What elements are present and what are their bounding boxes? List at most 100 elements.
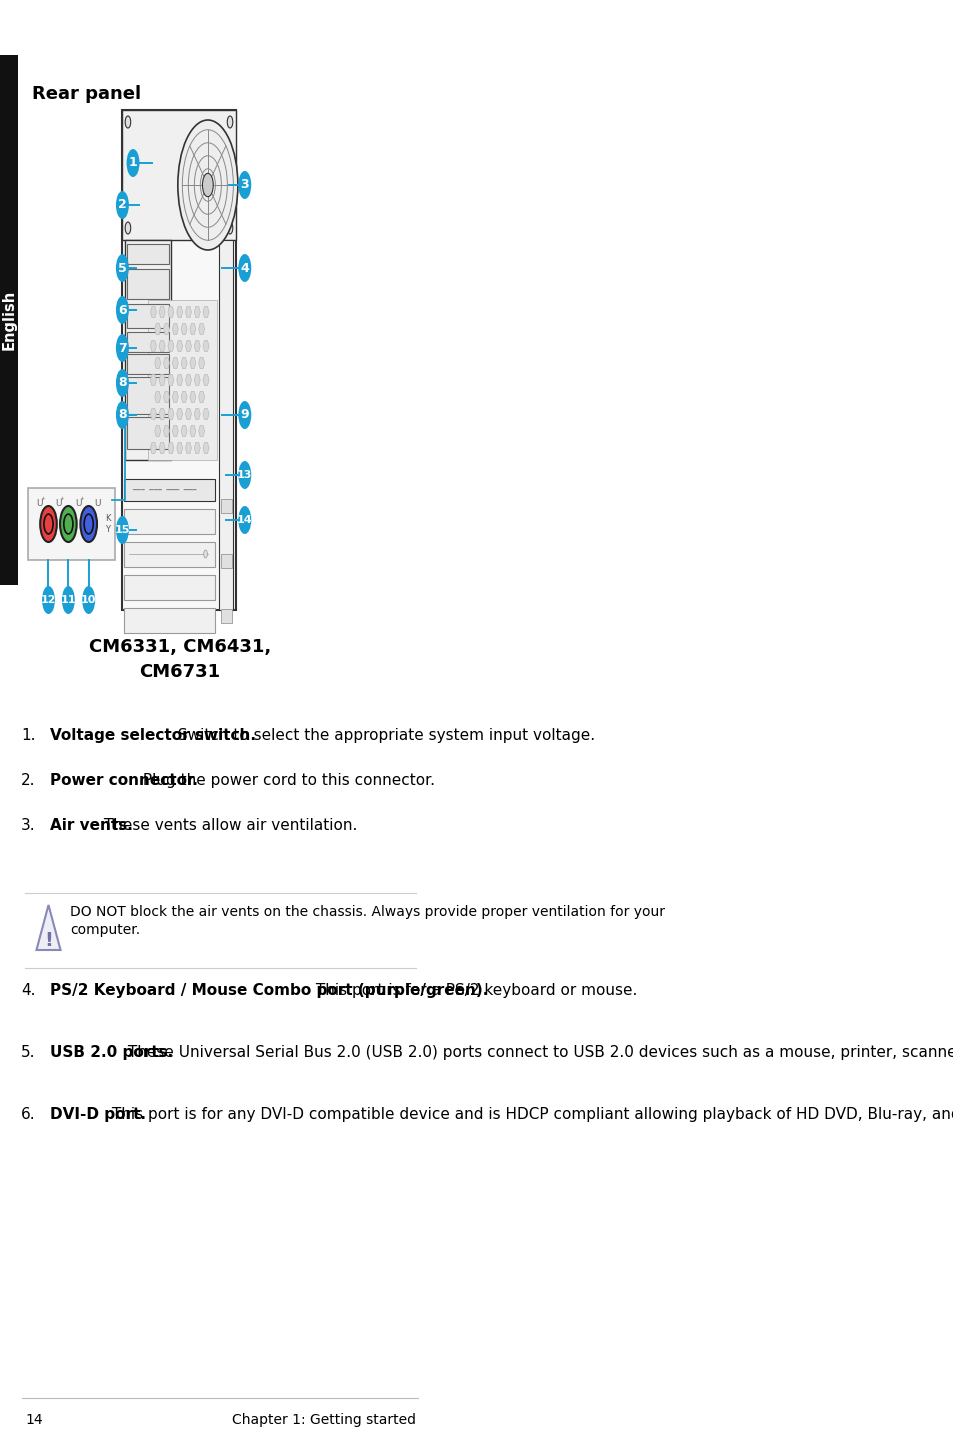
- FancyBboxPatch shape: [127, 332, 169, 352]
- Text: 4.: 4.: [21, 984, 35, 998]
- Polygon shape: [154, 358, 160, 368]
- Circle shape: [116, 334, 129, 362]
- Text: K
Y: K Y: [105, 515, 111, 533]
- Text: DO NOT block the air vents on the chassis. Always provide proper ventilation for: DO NOT block the air vents on the chassi…: [71, 905, 664, 919]
- Polygon shape: [194, 341, 200, 351]
- FancyBboxPatch shape: [0, 55, 17, 585]
- Circle shape: [125, 116, 131, 128]
- Text: +: +: [40, 496, 45, 502]
- Polygon shape: [159, 408, 165, 420]
- Polygon shape: [176, 306, 182, 318]
- FancyBboxPatch shape: [125, 240, 171, 460]
- FancyBboxPatch shape: [221, 554, 233, 568]
- Polygon shape: [168, 306, 173, 318]
- Polygon shape: [151, 306, 156, 318]
- Polygon shape: [185, 306, 192, 318]
- Polygon shape: [185, 443, 192, 453]
- Polygon shape: [194, 408, 200, 420]
- FancyBboxPatch shape: [221, 610, 233, 623]
- Polygon shape: [190, 324, 195, 335]
- Polygon shape: [163, 358, 170, 368]
- Polygon shape: [163, 391, 170, 403]
- Circle shape: [227, 116, 233, 128]
- Polygon shape: [181, 391, 187, 403]
- Text: This port is for a PS/2 keyboard or mouse.: This port is for a PS/2 keyboard or mous…: [311, 984, 637, 998]
- Text: 3: 3: [240, 178, 249, 191]
- Text: 8: 8: [118, 408, 127, 421]
- Text: 3.: 3.: [21, 818, 35, 833]
- Text: 11: 11: [61, 595, 76, 605]
- FancyBboxPatch shape: [122, 109, 235, 610]
- Text: 6.: 6.: [21, 1107, 35, 1122]
- Text: 12: 12: [41, 595, 56, 605]
- Text: 14: 14: [236, 515, 253, 525]
- Polygon shape: [172, 426, 178, 437]
- Circle shape: [82, 587, 95, 614]
- Polygon shape: [36, 905, 60, 951]
- Text: 1.: 1.: [21, 728, 35, 743]
- Circle shape: [238, 462, 251, 489]
- Circle shape: [116, 370, 129, 397]
- Text: CM6331, CM6431,
CM6731: CM6331, CM6431, CM6731: [89, 638, 271, 682]
- Circle shape: [62, 587, 74, 614]
- FancyBboxPatch shape: [124, 575, 215, 600]
- Text: USB 2.0 ports.: USB 2.0 ports.: [50, 1045, 172, 1060]
- Text: U: U: [55, 499, 62, 508]
- Text: U: U: [94, 499, 101, 508]
- Text: 14: 14: [26, 1414, 43, 1426]
- Polygon shape: [172, 358, 178, 368]
- Text: 13: 13: [237, 470, 253, 480]
- Text: 8: 8: [118, 377, 127, 390]
- FancyBboxPatch shape: [127, 269, 169, 299]
- Circle shape: [238, 506, 251, 533]
- Circle shape: [227, 221, 233, 234]
- Polygon shape: [194, 374, 200, 385]
- FancyBboxPatch shape: [122, 109, 235, 240]
- Polygon shape: [168, 443, 173, 453]
- Circle shape: [116, 255, 129, 282]
- Text: +: +: [59, 496, 64, 502]
- FancyBboxPatch shape: [127, 244, 169, 265]
- FancyBboxPatch shape: [221, 499, 233, 513]
- FancyBboxPatch shape: [127, 354, 169, 374]
- Polygon shape: [168, 341, 173, 351]
- Polygon shape: [172, 391, 178, 403]
- Circle shape: [177, 119, 237, 250]
- Polygon shape: [154, 324, 160, 335]
- FancyBboxPatch shape: [124, 479, 215, 500]
- Polygon shape: [203, 341, 209, 351]
- Polygon shape: [159, 306, 165, 318]
- Polygon shape: [185, 374, 192, 385]
- Polygon shape: [176, 443, 182, 453]
- Polygon shape: [185, 408, 192, 420]
- FancyBboxPatch shape: [124, 509, 215, 533]
- Polygon shape: [198, 358, 204, 368]
- Polygon shape: [198, 391, 204, 403]
- Text: 7: 7: [118, 341, 127, 355]
- Polygon shape: [151, 374, 156, 385]
- Polygon shape: [151, 408, 156, 420]
- Polygon shape: [163, 426, 170, 437]
- Polygon shape: [163, 324, 170, 335]
- Polygon shape: [159, 443, 165, 453]
- Text: Power connector.: Power connector.: [50, 774, 197, 788]
- Text: Voltage selector switch.: Voltage selector switch.: [50, 728, 255, 743]
- Circle shape: [40, 506, 57, 542]
- Text: ━━━  ━━━  ━━━  ━━━: ━━━ ━━━ ━━━ ━━━: [132, 487, 196, 493]
- Text: 9: 9: [240, 408, 249, 421]
- Text: 15: 15: [114, 525, 130, 535]
- Circle shape: [204, 549, 207, 558]
- Text: 5.: 5.: [21, 1045, 35, 1060]
- FancyBboxPatch shape: [29, 487, 115, 559]
- Text: 2: 2: [118, 198, 127, 211]
- FancyBboxPatch shape: [148, 301, 217, 460]
- Text: DVI-D port.: DVI-D port.: [50, 1107, 146, 1122]
- Text: 4: 4: [240, 262, 249, 275]
- FancyBboxPatch shape: [219, 240, 233, 610]
- Polygon shape: [176, 408, 182, 420]
- Circle shape: [60, 506, 76, 542]
- Text: U: U: [74, 499, 81, 508]
- Text: These vents allow air ventilation.: These vents allow air ventilation.: [99, 818, 357, 833]
- Polygon shape: [198, 426, 204, 437]
- Text: These Universal Serial Bus 2.0 (USB 2.0) ports connect to USB 2.0 devices such a: These Universal Serial Bus 2.0 (USB 2.0)…: [123, 1045, 953, 1060]
